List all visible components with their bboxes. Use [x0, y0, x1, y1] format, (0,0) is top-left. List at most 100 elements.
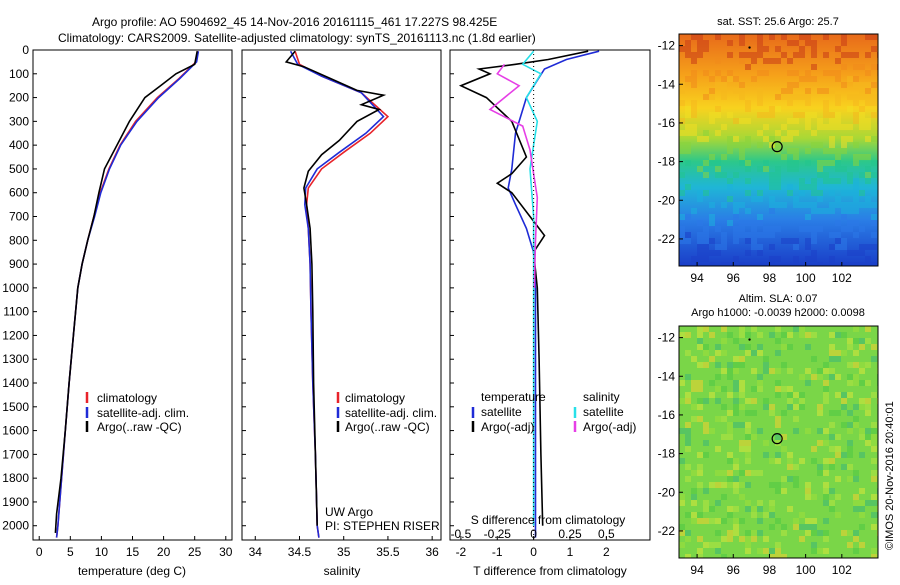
map-cell	[781, 124, 787, 130]
map-cell	[721, 494, 727, 500]
map-cell	[847, 178, 853, 184]
map-cell	[733, 488, 739, 494]
map-cell	[739, 94, 745, 100]
map-cell	[811, 130, 817, 136]
map-cell	[841, 148, 847, 154]
map-cell	[835, 202, 841, 208]
map-cell	[733, 380, 739, 386]
map-cell	[775, 380, 781, 386]
map-cell	[829, 70, 835, 76]
map-cell	[859, 172, 865, 178]
map-cell	[757, 428, 763, 434]
map-cell	[739, 118, 745, 124]
map-cell	[727, 452, 733, 458]
map-cell	[835, 118, 841, 124]
map-cell	[703, 94, 709, 100]
map-cell	[745, 160, 751, 166]
map-cell	[751, 536, 757, 542]
map-cell	[733, 202, 739, 208]
map-cell	[709, 220, 715, 226]
map-cell	[865, 262, 871, 266]
map-cell	[703, 398, 709, 404]
map-cell	[823, 536, 829, 542]
map-cell	[703, 232, 709, 238]
map-cell	[769, 232, 775, 238]
map-cell	[757, 530, 763, 536]
map-cell	[739, 232, 745, 238]
difference-legend: temperature salinity satellite Argo(-adj…	[471, 390, 636, 434]
map-cell	[721, 326, 727, 332]
map-cell	[733, 422, 739, 428]
legend-label-satellite: satellite-adj. clim.	[345, 406, 437, 420]
map-cell	[715, 482, 721, 488]
map-cell	[817, 404, 823, 410]
map-y-tick-label: -20	[658, 193, 676, 207]
map-cell	[685, 392, 691, 398]
map-cell	[757, 332, 763, 338]
map-x-tick-label: 94	[690, 563, 704, 577]
map-cell	[715, 470, 721, 476]
map-cell	[793, 52, 799, 58]
map-cell	[871, 344, 877, 350]
map-cell	[733, 356, 739, 362]
map-cell	[709, 112, 715, 118]
map-cell	[691, 518, 697, 524]
map-cell	[853, 82, 859, 88]
map-cell	[751, 470, 757, 476]
map-cell	[727, 70, 733, 76]
map-cell	[775, 326, 781, 332]
map-cell	[835, 452, 841, 458]
map-cell	[769, 136, 775, 142]
map-y-tick-label: -18	[658, 447, 676, 461]
map-cell	[691, 76, 697, 82]
map-cell	[763, 112, 769, 118]
map-cell	[691, 124, 697, 130]
map-cell	[739, 82, 745, 88]
map-cell	[721, 238, 727, 244]
map-cell	[799, 94, 805, 100]
map-cell	[847, 106, 853, 112]
map-cell	[859, 250, 865, 256]
map-cell	[865, 172, 871, 178]
map-cell	[817, 118, 823, 124]
map-cell	[703, 130, 709, 136]
x-tick-label-top: -0.5	[451, 527, 472, 541]
map-cell	[721, 124, 727, 130]
map-cell	[871, 244, 877, 250]
map-cell	[685, 512, 691, 518]
map-cell	[859, 124, 865, 130]
map-cell	[871, 112, 877, 118]
map-cell	[823, 112, 829, 118]
map-cell	[829, 332, 835, 338]
map-cell	[853, 250, 859, 256]
map-cell	[835, 112, 841, 118]
map-cell	[781, 362, 787, 368]
map-cell	[781, 524, 787, 530]
map-cell	[817, 190, 823, 196]
x-tick-label: 35	[337, 545, 351, 559]
map-cell	[733, 464, 739, 470]
map-cell	[769, 458, 775, 464]
map-cell	[757, 350, 763, 356]
map-cell	[703, 244, 709, 250]
map-cell	[805, 76, 811, 82]
map-cell	[739, 202, 745, 208]
map-cell	[817, 464, 823, 470]
map-cell	[871, 422, 877, 428]
map-cell	[697, 244, 703, 250]
map-cell	[787, 184, 793, 190]
x-tick-label: -2	[456, 545, 467, 559]
map-cell	[841, 452, 847, 458]
map-cell	[835, 94, 841, 100]
x-tick-label: 0	[36, 545, 43, 559]
map-cell	[715, 518, 721, 524]
map-cell	[763, 512, 769, 518]
x-tick-label: 36	[425, 545, 439, 559]
map-cell	[685, 434, 691, 440]
map-cell	[691, 380, 697, 386]
map-cell	[769, 410, 775, 416]
map-cell	[853, 476, 859, 482]
series-line-s-satellite	[521, 50, 543, 526]
map-cell	[847, 452, 853, 458]
map-cell	[799, 76, 805, 82]
